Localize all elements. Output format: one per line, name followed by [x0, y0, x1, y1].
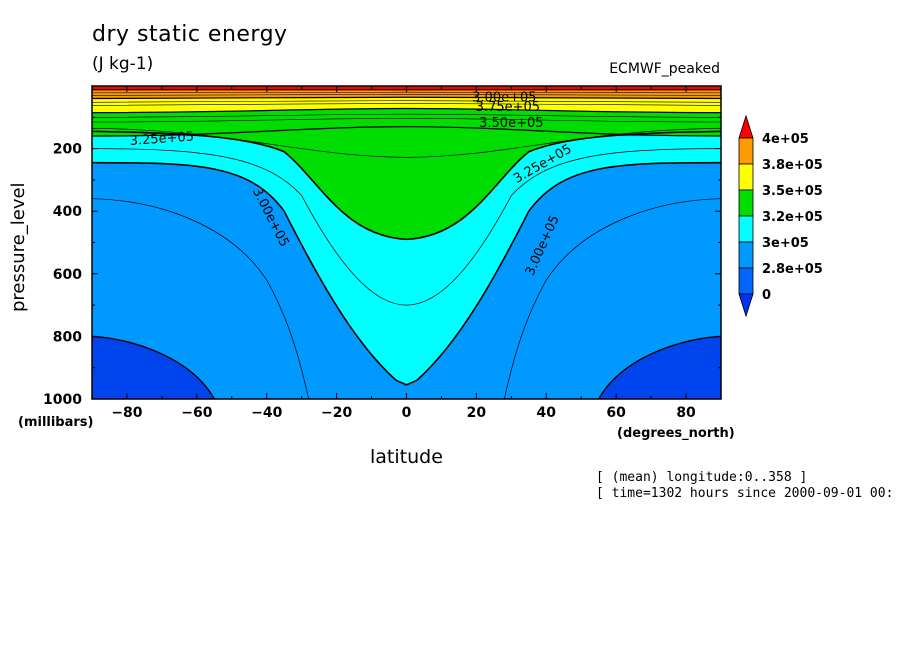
colorbar-label: 4e+05 — [762, 132, 809, 147]
contour-band-thin-0 — [91, 91, 722, 94]
x-axis-label: latitude — [370, 446, 443, 468]
colorbar-top-arrow — [738, 114, 754, 139]
region-green — [92, 126, 721, 240]
colorbar-swatch — [738, 215, 754, 243]
region-cyan — [92, 136, 721, 385]
colorbar-bottom-arrow — [738, 293, 754, 318]
note-longitude: [ (mean) longitude:0..358 ] — [596, 470, 808, 485]
contour-325000 — [91, 130, 722, 241]
y-axis-label: pressure_level — [8, 182, 29, 312]
contour-band-1 — [91, 96, 722, 100]
contour-band-thin-5 — [91, 118, 722, 123]
x-tick-label: −60 — [181, 405, 212, 421]
contour-dark-blue-north — [598, 335, 722, 400]
y-axis: 200 400 600 800 1000 — [43, 116, 721, 408]
chart-title: dry static energy — [92, 22, 288, 47]
x-tick-label: 0 — [402, 405, 412, 421]
colorbar-label: 0 — [762, 288, 771, 303]
dataset-label: ECMWF_peaked — [609, 61, 720, 77]
colorbar-label: 2.8e+05 — [762, 262, 823, 277]
contour-band-thin-4 — [91, 113, 722, 118]
contour-thin-green — [91, 127, 722, 158]
colorbar-swatch — [738, 189, 754, 217]
colorbar-label: 3.2e+05 — [762, 210, 823, 225]
contour-label-5: 3.75e+05 — [476, 100, 540, 115]
x-tick-label: −40 — [251, 405, 282, 421]
contour-dark-blue-south — [91, 335, 215, 400]
chart-units: (J kg-1) — [92, 54, 154, 74]
colorbar: 4e+05 3.8e+05 3.5e+05 3.2e+05 3e+05 2.8e+05 0 — [738, 114, 823, 318]
x-tick-label: 60 — [606, 405, 626, 421]
region-dark-blue-north — [598, 336, 721, 399]
colorbar-swatch — [738, 163, 754, 191]
y-tick-label: 800 — [53, 329, 82, 345]
contour-label-6: 3.00e+05 — [472, 90, 536, 105]
x-axis-units: (degrees_north) — [617, 426, 735, 441]
contour-band-2 — [91, 107, 722, 114]
colorbar-swatch — [738, 241, 754, 269]
y-tick-label: 600 — [53, 267, 82, 283]
colorbar-swatch — [738, 137, 754, 165]
colorbar-label: 3e+05 — [762, 236, 809, 251]
colorbar-label: 3.5e+05 — [762, 184, 823, 199]
contour-label-4: 3.50e+05 — [479, 116, 543, 131]
contour-thin-blue-north — [504, 198, 722, 400]
contour-lines — [91, 89, 722, 400]
contour-band-thin-1 — [91, 94, 722, 96]
x-tick-label: −20 — [321, 405, 352, 421]
contour-300000 — [91, 161, 722, 386]
contour-band-thin-3 — [91, 103, 722, 106]
y-axis-units: (millibars) — [18, 415, 94, 430]
contour-band-3 — [91, 126, 722, 137]
note-time: [ time=1302 hours since 2000-09-01 00: — [596, 486, 894, 501]
y-tick-label: 400 — [53, 204, 82, 220]
colorbar-label: 3.8e+05 — [762, 158, 823, 173]
x-tick-label: 40 — [537, 405, 557, 421]
region-dark-blue-south — [92, 336, 215, 399]
x-tick-label: 80 — [676, 405, 696, 421]
contour-thin-blue-south — [91, 198, 309, 400]
contour-label-0: 3.25e+05 — [129, 129, 194, 148]
contour-band-thin-2 — [91, 100, 722, 103]
y-tick-label: 200 — [53, 142, 82, 158]
x-axis: −80 −60 −40 −20 0 20 40 60 80 — [91, 86, 722, 421]
x-tick-label: −80 — [111, 405, 142, 421]
x-tick-label: 20 — [467, 405, 487, 421]
y-tick-label: 1000 — [43, 392, 82, 408]
contour-field — [92, 86, 721, 399]
colorbar-swatch — [738, 267, 754, 295]
contour-thin-cyan — [91, 148, 722, 306]
